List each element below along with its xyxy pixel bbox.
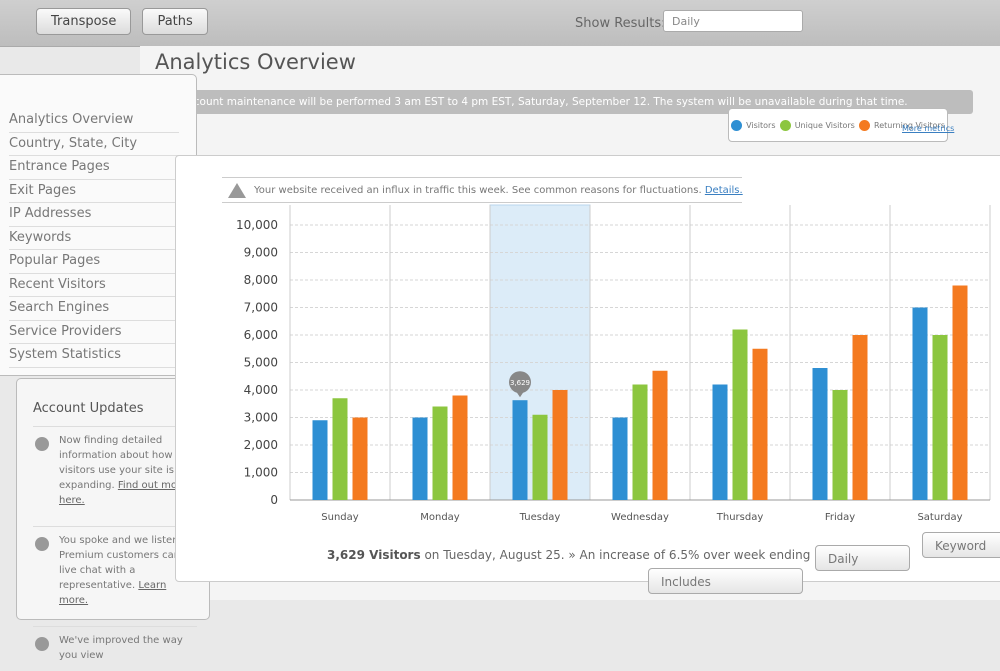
y-tick-label: 2,000 <box>244 438 278 452</box>
bar <box>932 335 948 500</box>
more-metrics-link[interactable]: More metrics <box>902 124 955 133</box>
includes-select[interactable]: Includes <box>648 568 803 594</box>
data-label: 3,629 <box>510 379 530 387</box>
legend-entry: Returning Visitors <box>859 119 945 131</box>
update-link[interactable]: Find out more here. <box>59 480 188 506</box>
alert-link[interactable]: Details. <box>704 185 743 196</box>
sidebar-item[interactable]: Popular Pages <box>9 250 179 274</box>
bar <box>452 395 468 500</box>
bar <box>312 420 328 500</box>
sidebar-item[interactable]: Recent Visitors <box>9 274 179 297</box>
y-tick-label: 3,000 <box>244 411 278 425</box>
period-select[interactable]: Daily <box>815 545 910 571</box>
keyword-input[interactable]: Keyword <box>922 532 1000 558</box>
update-text: Now finding detailed information about h… <box>59 435 174 491</box>
alert: Your website received an influx in traff… <box>222 177 743 203</box>
sidebar-item[interactable]: Service Providers <box>9 321 179 344</box>
x-tick-label: Tuesday <box>519 512 561 523</box>
y-tick-label: 5,000 <box>244 356 278 370</box>
updates-title: Account Updates <box>33 401 144 416</box>
chart: 0 1,000 2,000 3,000 4,000 5,000 6,000 7,000 8,00… <box>236 204 991 523</box>
update-item: Now finding detailed information about h… <box>33 426 197 516</box>
tooltip-pointer <box>516 391 524 398</box>
tooltip-bubble <box>509 371 531 394</box>
bar <box>832 390 848 500</box>
sidebar-item[interactable]: Country, State, City <box>9 133 179 156</box>
toolbar-button[interactable]: Paths <box>142 8 208 35</box>
bar <box>532 414 548 500</box>
x-tick-label: Wednesday <box>611 512 669 523</box>
sidebar-item[interactable]: System Statistics <box>9 344 179 368</box>
bar <box>952 285 968 500</box>
page-title: Analytics Overview <box>155 50 356 74</box>
summary-text: on Tuesday, August 25. » An increase of … <box>424 548 845 562</box>
legend-entry: Unique Visitors <box>779 119 855 131</box>
toolbar: Transpose Paths <box>0 0 1000 47</box>
bar <box>732 329 748 500</box>
update-text: We've improved the way you view <box>59 635 183 661</box>
legend: Visitors Unique Visitors Returning Visitor… <box>728 108 948 142</box>
y-tick-label: 6,000 <box>244 328 278 342</box>
bar <box>512 400 528 500</box>
bar <box>912 307 928 500</box>
sidebar-item[interactable]: IP Addresses <box>9 203 179 227</box>
bar <box>852 335 868 500</box>
y-tick-label: 4,000 <box>244 383 278 397</box>
sidebar-item[interactable]: Keywords <box>9 227 179 250</box>
bar <box>632 384 648 500</box>
bar <box>352 417 368 500</box>
bar <box>712 384 728 500</box>
legend-label: Visitors <box>746 120 776 130</box>
x-tick-label: Friday <box>825 512 855 523</box>
summary: 3,629 Visitors on Tuesday, August 25. » … <box>327 548 845 562</box>
sidebar-item[interactable]: Search Engines <box>9 297 179 321</box>
y-tick-label: 9,000 <box>244 246 278 260</box>
legend-swatch <box>859 119 871 131</box>
update-item: You spoke and we listened. Premium custo… <box>33 526 197 616</box>
bar <box>552 390 568 500</box>
legend-swatch <box>731 119 743 131</box>
sidebar-item[interactable]: Exit Pages <box>9 180 179 203</box>
y-tick-label: 1,000 <box>244 466 278 480</box>
y-tick-label: 7,000 <box>244 301 278 315</box>
x-tick-label: Saturday <box>917 512 962 523</box>
sidebar: Analytics Overview Country, State, City En… <box>0 74 197 376</box>
y-tick-label: 10,000 <box>236 218 278 232</box>
show-results-select[interactable]: Daily <box>663 10 803 32</box>
x-tick-label: Monday <box>420 512 460 523</box>
bar <box>652 370 668 500</box>
sidebar-item[interactable]: Entrance Pages <box>9 156 179 180</box>
bar <box>412 417 428 500</box>
alert-icon <box>228 183 246 198</box>
y-tick-label: 0 <box>270 493 278 507</box>
x-tick-label: Sunday <box>321 512 358 523</box>
x-tick-label: Thursday <box>716 512 764 523</box>
bar <box>612 417 628 500</box>
legend-label: Unique Visitors <box>794 120 855 130</box>
update-text: You spoke and we listened. Premium custo… <box>59 535 195 591</box>
toolbar-button[interactable]: Transpose <box>36 8 132 35</box>
bar <box>432 406 448 500</box>
show-results-label: Show Results: <box>575 16 666 31</box>
y-tick-label: 8,000 <box>244 273 278 287</box>
legend-entry: Visitors <box>731 119 776 131</box>
alert-text: Your website received an influx in traff… <box>254 185 702 196</box>
bar <box>812 368 828 500</box>
bar <box>332 398 348 500</box>
sidebar-item[interactable]: Analytics Overview <box>9 109 179 133</box>
bar <box>752 348 768 500</box>
legend-swatch <box>779 119 791 131</box>
legend-label: Returning Visitors <box>874 120 945 130</box>
summary-strong: 3,629 Visitors <box>327 548 421 562</box>
update-item: We've improved the way you view <box>33 626 197 671</box>
